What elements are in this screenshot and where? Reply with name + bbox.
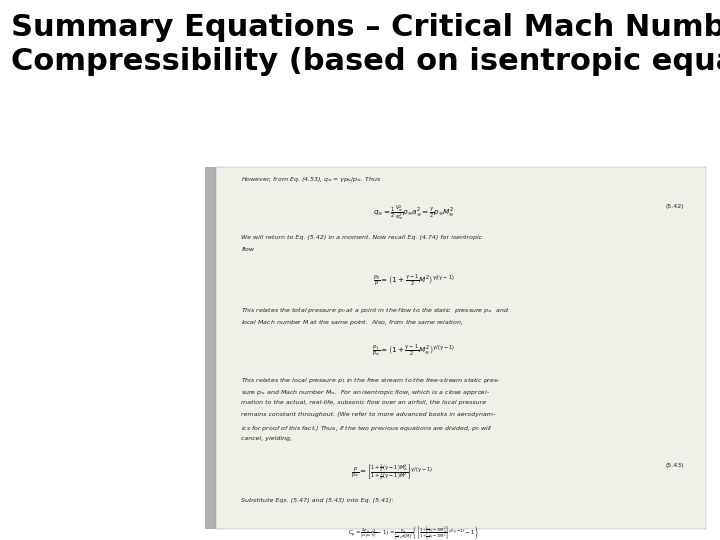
Text: ics for proof of this fact.) Thus, if the two previous equations are divided, $p: ics for proof of this fact.) Thus, if th…	[241, 424, 492, 433]
Text: remains constant throughout. (We refer to more advanced books in aerodynam-: remains constant throughout. (We refer t…	[241, 412, 495, 417]
Text: local Mach number $M$ at the same point.  Also, from the same relation,: local Mach number $M$ at the same point.…	[241, 318, 464, 327]
Text: mation to the actual, real-life, subsonic flow over an airfoil, the local pressu: mation to the actual, real-life, subsoni…	[241, 400, 486, 405]
Text: $q_\infty = \frac{1}{2}\frac{V_\infty^2}{a_\infty^2}\rho_\infty a_\infty^2 = \fr: $q_\infty = \frac{1}{2}\frac{V_\infty^2}…	[373, 204, 455, 222]
Text: This relates the local pressure $p_1$ in the free stream to the free-stream stat: This relates the local pressure $p_1$ in…	[241, 376, 501, 386]
Text: This relates the total pressure $p_0$ at a point in the flow to the static  pres: This relates the total pressure $p_0$ at…	[241, 306, 509, 315]
Text: $\frac{p}{p_\infty} = \left[\frac{1 + \frac{1}{2}(\gamma-1)M_\infty^2}{1 + \frac: $\frac{p}{p_\infty} = \left[\frac{1 + \f…	[351, 463, 433, 483]
Text: sure $p_\infty$ and Mach number $M_\infty$.  For an isentropic flow, which is a : sure $p_\infty$ and Mach number $M_\inft…	[241, 388, 490, 397]
Text: Substitute Eqs. (5.47) and (5.43) into Eq. (5.41):: Substitute Eqs. (5.47) and (5.43) into E…	[241, 498, 394, 503]
Text: (5.42): (5.42)	[666, 204, 685, 208]
Text: We will return to Eq. (5.42) in a moment. Now recall Eq. (4.74) for isentropic: We will return to Eq. (5.42) in a moment…	[241, 235, 482, 240]
Bar	[205, 167, 234, 529]
Text: Summary Equations – Critical Mach Number and
Compressibility (based on isentropi: Summary Equations – Critical Mach Number…	[11, 14, 720, 76]
Text: cancel, yielding,: cancel, yielding,	[241, 436, 292, 441]
Text: flow: flow	[241, 247, 254, 252]
Text: $\frac{p_0}{p} = \left(1 + \frac{\gamma-1}{2}M^2\right)^{\gamma/(\gamma-1)}$: $\frac{p_0}{p} = \left(1 + \frac{\gamma-…	[373, 274, 455, 289]
Text: However, from Eq. (4.53), $q_\infty = \gamma p_\infty / p_\infty$. Thus: However, from Eq. (4.53), $q_\infty = \g…	[241, 176, 382, 185]
Text: $C_p = \frac{2\rho_\infty}{\gamma_\infty\rho_\infty}\left(\frac{2}{\gamma}-1\rig: $C_p = \frac{2\rho_\infty}{\gamma_\infty…	[348, 525, 480, 540]
Bar	[216, 167, 706, 529]
Text: $\frac{p_1}{p_\infty} = \left(1 + \frac{\gamma-1}{2}M_\infty^2\right)^{\gamma/(\: $\frac{p_1}{p_\infty} = \left(1 + \frac{…	[372, 344, 456, 359]
Text: (5.43): (5.43)	[666, 463, 685, 468]
